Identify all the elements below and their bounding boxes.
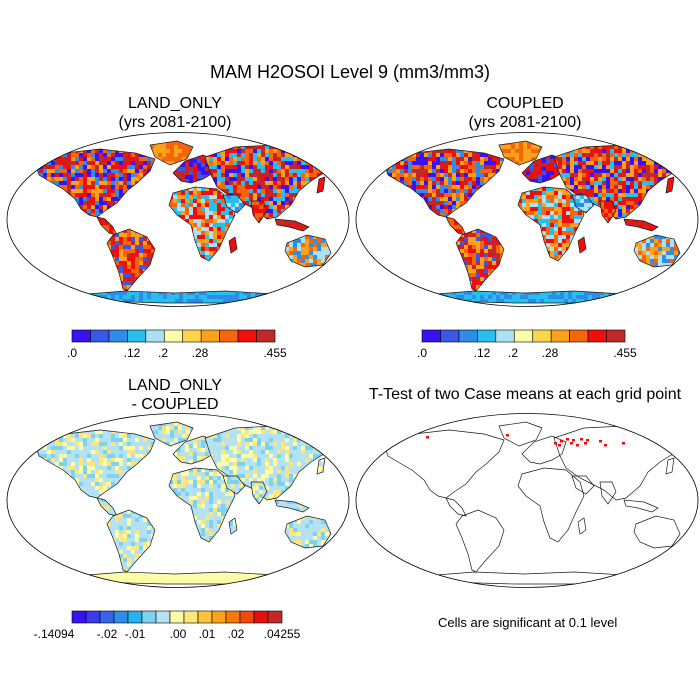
colorbar-land-only-tick-label: .28 xyxy=(192,346,209,360)
colorbar-land-only-tick-label: .2 xyxy=(158,346,168,360)
colorbar-coupled: .0 .12 .2 .28 .455 xyxy=(417,329,637,360)
colorbar-land-only-swatch xyxy=(71,329,91,343)
colorbar-difference-swatch xyxy=(155,610,171,624)
panel-4-title: T-Test of two Case means at each grid po… xyxy=(355,385,695,404)
colorbar-land-only-swatch xyxy=(108,329,128,343)
colorbar-difference-swatch xyxy=(225,610,241,624)
colorbar-coupled-swatch xyxy=(421,329,441,343)
panel-3-title: LAND_ONLY - COUPLED xyxy=(70,376,280,414)
colorbar-land-only: .0 .12 .2 .28 .455 xyxy=(67,329,287,360)
colorbar-difference-swatch xyxy=(239,610,255,624)
colorbar-land-only-swatch xyxy=(127,329,147,343)
colorbar-difference-swatch xyxy=(197,610,213,624)
colorbar-coupled-tick-label: .455 xyxy=(613,346,637,360)
panel-3-title-line2: - COUPLED xyxy=(131,396,219,413)
panel-3-title-line1: LAND_ONLY xyxy=(128,377,222,394)
colorbar-coupled-tick-label: .28 xyxy=(542,346,559,360)
colorbar-land-only-tick-label: .455 xyxy=(263,346,287,360)
colorbar-land-only-swatch xyxy=(90,329,110,343)
map-ttest xyxy=(355,413,699,588)
colorbar-land-only-swatch xyxy=(256,329,276,343)
colorbar-land-only-tick-label: .12 xyxy=(124,346,141,360)
colorbar-difference-swatch xyxy=(71,610,87,624)
map-coupled xyxy=(355,132,699,307)
colorbar-land-only-swatch xyxy=(219,329,239,343)
colorbar-coupled-swatch xyxy=(606,329,626,343)
colorbar-coupled-swatch xyxy=(458,329,478,343)
colorbar-coupled-swatch xyxy=(532,329,552,343)
colorbar-coupled-swatch xyxy=(477,329,497,343)
colorbar-difference-tick-label: -.14094 xyxy=(34,627,75,641)
map-difference xyxy=(6,413,350,588)
colorbar-difference-tick-label: -.01 xyxy=(125,627,146,641)
significance-note: Cells are significant at 0.1 level xyxy=(438,615,618,630)
map-land-only xyxy=(6,132,350,307)
colorbar-land-only-swatch xyxy=(200,329,220,343)
colorbar-difference-tick-label: -.02 xyxy=(97,627,118,641)
colorbar-difference: -.14094 -.02 -.01 .00 .01 .02 .04255 xyxy=(34,610,301,641)
colorbar-difference-swatch xyxy=(113,610,129,624)
figure-title: MAM H2OSOI Level 9 (mm3/mm3) xyxy=(209,62,491,82)
colorbar-difference-tick-label: .04255 xyxy=(264,627,301,641)
panel-2-title-line2: (yrs 2081-2100) xyxy=(468,114,582,131)
colorbar-difference-swatch xyxy=(127,610,143,624)
colorbar-land-only-swatch xyxy=(182,329,202,343)
colorbar-coupled-tick-label: .12 xyxy=(474,346,491,360)
colorbar-land-only-swatch xyxy=(145,329,165,343)
panel-2-title: COUPLED (yrs 2081-2100) xyxy=(420,94,630,132)
colorbar-coupled-tick-label: .0 xyxy=(417,346,427,360)
colorbar-difference-swatch xyxy=(253,610,269,624)
colorbar-difference-swatch xyxy=(169,610,185,624)
colorbar-land-only-swatch xyxy=(163,329,184,343)
panel-1-title-line2: (yrs 2081-2100) xyxy=(118,114,232,131)
colorbar-coupled-swatch xyxy=(587,329,607,343)
panel-1-title-line1: LAND_ONLY xyxy=(128,95,222,112)
colorbar-difference-swatch xyxy=(141,610,157,624)
colorbar-land-only-swatch xyxy=(237,329,257,343)
colorbar-coupled-swatch xyxy=(569,329,589,343)
panel-2-title-line1: COUPLED xyxy=(486,95,564,112)
panel-1-title: LAND_ONLY (yrs 2081-2100) xyxy=(70,94,280,132)
colorbar-difference-tick-label: .02 xyxy=(228,627,245,641)
colorbar-difference-swatch xyxy=(99,610,115,624)
colorbar-difference-swatch xyxy=(183,610,199,624)
colorbar-difference-swatch xyxy=(211,610,227,624)
panel-4-title-line1: T-Test of two Case means at each grid po… xyxy=(368,386,682,403)
colorbar-coupled-swatch xyxy=(513,329,534,343)
colorbar-land-only-tick-label: .0 xyxy=(67,346,77,360)
colorbar-coupled-tick-label: .2 xyxy=(508,346,518,360)
colorbar-coupled-swatch xyxy=(495,329,515,343)
colorbar-coupled-swatch xyxy=(440,329,460,343)
colorbar-difference-swatch xyxy=(267,610,283,624)
colorbar-coupled-swatch xyxy=(550,329,570,343)
colorbar-difference-swatch xyxy=(85,610,101,624)
colorbar-difference-tick-label: .00 xyxy=(170,627,187,641)
colorbar-difference-tick-label: .01 xyxy=(199,627,216,641)
